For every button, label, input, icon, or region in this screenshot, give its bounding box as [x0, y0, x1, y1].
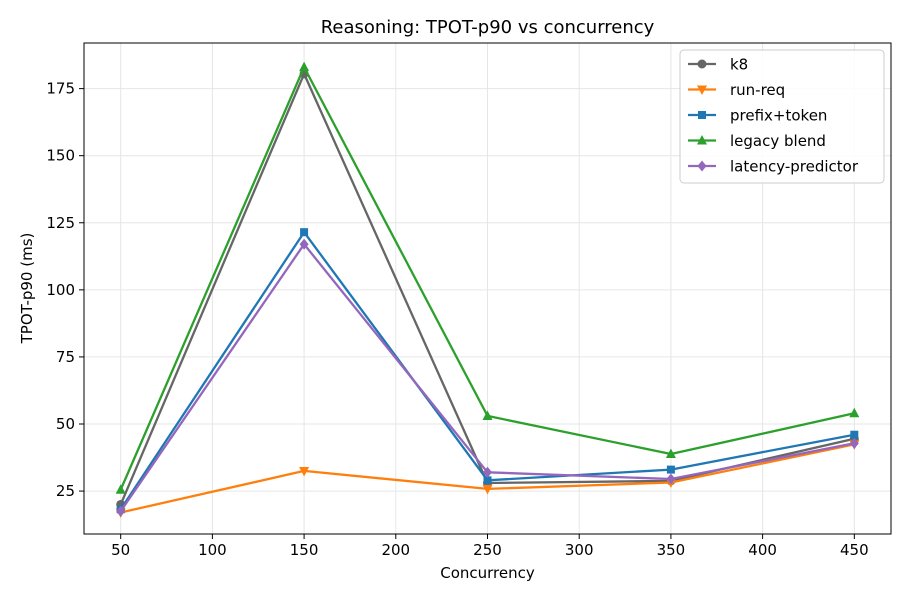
data-point	[299, 238, 309, 250]
x-tick-label: 250	[473, 541, 502, 559]
data-point	[849, 437, 859, 449]
data-point	[482, 410, 493, 420]
x-tick-label: 300	[565, 541, 594, 559]
legend-label: prefix+token	[730, 107, 827, 125]
legend-marker	[697, 160, 707, 172]
data-point	[666, 465, 675, 474]
legend-item: prefix+token	[688, 107, 827, 125]
x-tick-label: 200	[381, 541, 410, 559]
data-point	[299, 61, 310, 72]
x-tick-label: 100	[198, 541, 227, 559]
legend-item: k8	[688, 56, 748, 74]
legend-marker	[698, 111, 706, 119]
chart-title: Reasoning: TPOT-p90 vs concurrency	[321, 17, 655, 38]
data-point	[299, 466, 310, 477]
data-point	[850, 430, 859, 439]
x-axis-label: Concurrency	[440, 564, 535, 582]
y-tick-label: 125	[46, 214, 75, 232]
data-point	[666, 473, 676, 485]
data-point	[483, 466, 492, 478]
legend-marker	[697, 59, 707, 69]
data-point	[665, 448, 676, 459]
series-layer	[115, 61, 860, 519]
y-tick-label: 100	[46, 281, 75, 299]
legend-label: legacy blend	[730, 132, 826, 150]
y-tick-label: 50	[56, 415, 75, 433]
y-axis: 25 50 75 100 125 150 175	[46, 80, 84, 500]
data-point	[115, 484, 126, 494]
y-axis-label: TPOT-p90 (ms)	[18, 233, 36, 345]
legend-label: k8	[730, 56, 748, 74]
data-point	[483, 476, 492, 485]
y-tick-label: 175	[46, 80, 75, 98]
y-tick-label: 25	[56, 482, 75, 500]
data-point	[300, 228, 309, 237]
x-tick-label: 350	[657, 541, 686, 559]
x-tick-label: 400	[748, 541, 777, 559]
x-axis: 50 100 150 200 250 300 350 400 450	[111, 534, 869, 559]
legend-box	[679, 49, 885, 184]
x-tick-label: 150	[290, 541, 319, 559]
data-point	[116, 505, 126, 517]
y-tick-label: 150	[46, 147, 75, 165]
legend-label: run-req	[730, 81, 785, 99]
data-point	[849, 407, 860, 418]
series-legacy-blend	[115, 61, 860, 494]
series-latency-predictor	[116, 238, 859, 517]
legend: k8 run-req prefix+token legacy blend latency…	[679, 49, 885, 184]
y-tick-label: 75	[56, 348, 75, 366]
x-tick-label: 50	[111, 541, 130, 559]
legend-item: run-req	[688, 81, 785, 99]
legend-item: latency-predictor	[688, 158, 859, 176]
x-tick-label: 450	[840, 541, 869, 559]
legend-label: latency-predictor	[730, 158, 859, 176]
legend-marker	[697, 135, 707, 145]
legend-marker	[697, 85, 707, 95]
legend-item: legacy blend	[688, 132, 826, 150]
data-point	[482, 484, 493, 495]
